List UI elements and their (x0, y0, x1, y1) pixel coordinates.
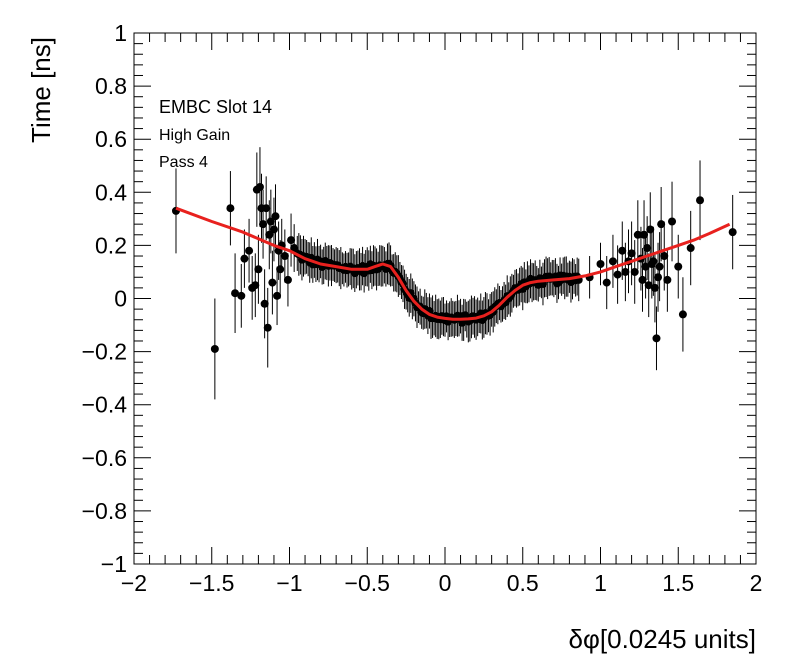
data-point (649, 257, 658, 266)
data-point (273, 291, 282, 300)
x-tick-label: 1.5 (662, 570, 694, 596)
y-tick-label: −0.4 (82, 392, 128, 418)
data-point (263, 323, 272, 332)
data-point (271, 212, 280, 221)
data-point (678, 310, 687, 319)
data-point (728, 228, 737, 237)
y-tick-label: 0.8 (95, 73, 127, 99)
data-point (254, 265, 263, 274)
data-point (260, 299, 269, 308)
data-point (638, 275, 647, 284)
data-point (269, 225, 278, 234)
data-point (650, 283, 659, 292)
annotation-gain: High Gain (159, 127, 230, 144)
data-point (657, 220, 666, 229)
tick-labels: −2 −1.5 −1 −0.5 0 0.5 1 1.5 2 −1 −0.8 −0.6 −0.4 −0.2 0… (82, 20, 763, 596)
data-point (643, 244, 652, 253)
axis-ticks (133, 32, 757, 565)
data-point (290, 244, 299, 253)
data-point (652, 334, 661, 343)
data-point (663, 275, 672, 284)
y-tick-label: 0.4 (95, 179, 127, 205)
data-point (668, 217, 677, 226)
data-point (660, 252, 669, 261)
data-point (283, 275, 292, 284)
data-point (280, 252, 289, 261)
y-tick-label: 0.6 (95, 126, 127, 152)
plot-frame (133, 32, 757, 565)
y-tick-label: −0.2 (82, 339, 127, 365)
data-point (596, 259, 605, 268)
y-tick-label: −0.6 (82, 445, 127, 471)
data-point (655, 262, 664, 271)
annotation-pass: Pass 4 (159, 154, 208, 171)
data-point (262, 204, 271, 213)
data-point (240, 254, 249, 263)
y-tick-label: −1 (101, 551, 127, 577)
data-point (627, 249, 636, 258)
data-point (654, 273, 663, 282)
x-tick-label: 1 (594, 570, 607, 596)
x-tick-label: 0.5 (507, 570, 539, 596)
data-point (696, 196, 705, 205)
data-point (602, 278, 611, 287)
x-axis-title: δφ[0.0245 units] (569, 624, 756, 654)
data-point (674, 262, 683, 271)
data-point (259, 220, 268, 229)
data-point (245, 246, 254, 255)
data-point (251, 281, 260, 290)
fit-curve-group (175, 206, 731, 321)
data-point (608, 257, 617, 266)
x-tick-label: 0 (439, 570, 452, 596)
x-tick-label: −1.5 (189, 570, 234, 596)
data-point (237, 291, 246, 300)
data-point (268, 278, 277, 287)
data-point (226, 204, 235, 213)
x-tick-label: −1 (276, 570, 302, 596)
data-point (287, 236, 296, 245)
annotation-slot: EMBC Slot 14 (159, 97, 272, 117)
data-point (210, 344, 219, 353)
y-tick-label: −0.8 (82, 498, 127, 524)
data-point (630, 267, 639, 276)
x-tick-label: 2 (750, 570, 763, 596)
data-point (266, 217, 275, 226)
data-point (276, 265, 285, 274)
data-point (686, 244, 695, 253)
x-tick-label: −0.5 (345, 570, 390, 596)
data-point (231, 289, 240, 298)
data-point (613, 270, 622, 279)
y-tick-label: 0 (114, 286, 127, 312)
data-point (633, 230, 642, 239)
y-axis-title: Time [ns] (26, 37, 56, 143)
data-point (644, 281, 653, 290)
data-point (621, 267, 630, 276)
x-tick-label: −2 (121, 570, 147, 596)
y-tick-label: 0.2 (95, 232, 127, 258)
data-point (618, 246, 627, 255)
y-tick-label: 1 (114, 20, 127, 46)
fit-curve (175, 206, 731, 321)
